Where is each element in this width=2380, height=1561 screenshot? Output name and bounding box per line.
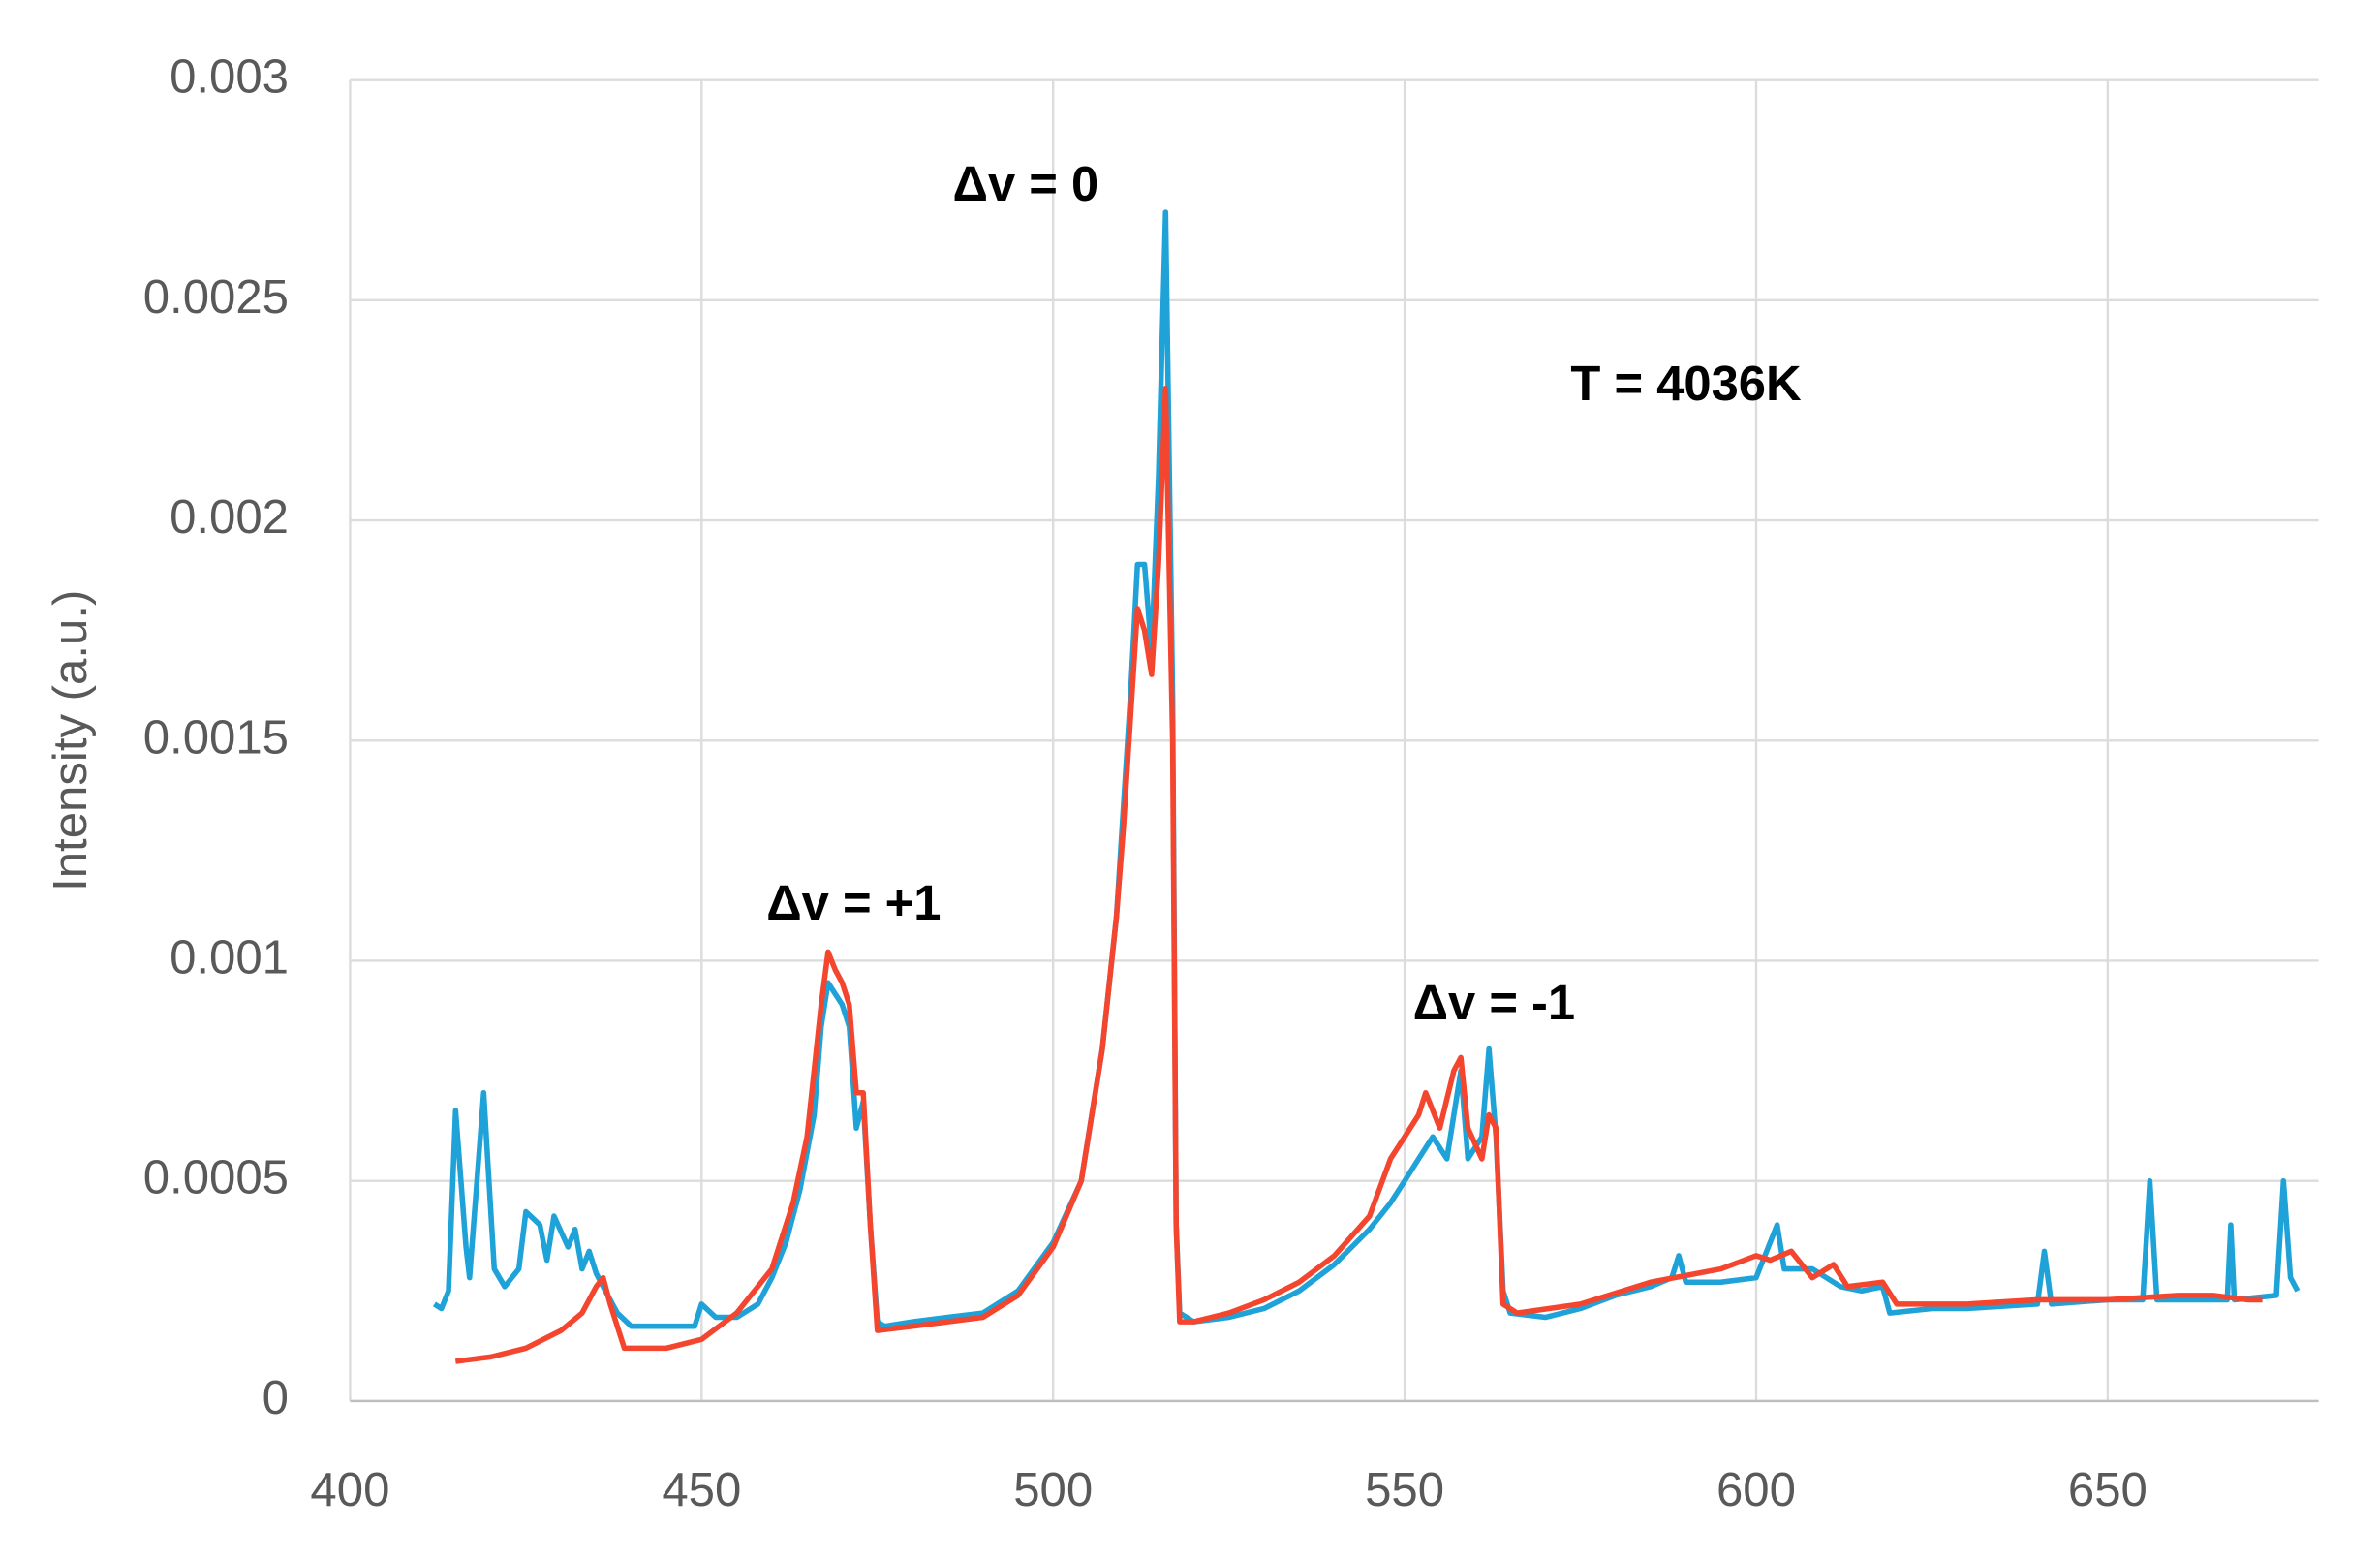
x-tick-label: 650 — [2068, 1464, 2148, 1516]
y-tick-label: 0.001 — [170, 931, 289, 983]
y-tick-label: 0 — [263, 1372, 289, 1424]
y-tick-label: 0.003 — [170, 51, 289, 104]
x-tick-label: 450 — [662, 1464, 741, 1516]
y-axis-label: Intensity (a.u.) — [45, 590, 97, 891]
y-tick-label: 0.002 — [170, 491, 289, 544]
annotation: Δv = 0 — [953, 156, 1099, 211]
line-series — [432, 209, 2301, 1329]
y-tick-label: 0.0005 — [143, 1152, 289, 1204]
y-tick-label: 0.0025 — [143, 271, 289, 324]
x-tick-label: 500 — [1013, 1464, 1093, 1516]
annotation: Δv = -1 — [1413, 975, 1576, 1030]
x-tick-label: 550 — [1365, 1464, 1444, 1516]
line-series — [454, 386, 2263, 1364]
y-tick-label: 0.0015 — [143, 711, 289, 764]
annotation: T = 4036K — [1570, 356, 1802, 411]
x-tick-label: 600 — [1716, 1464, 1796, 1516]
annotation: Δv = +1 — [766, 875, 941, 930]
x-tick-label: 400 — [310, 1464, 389, 1516]
